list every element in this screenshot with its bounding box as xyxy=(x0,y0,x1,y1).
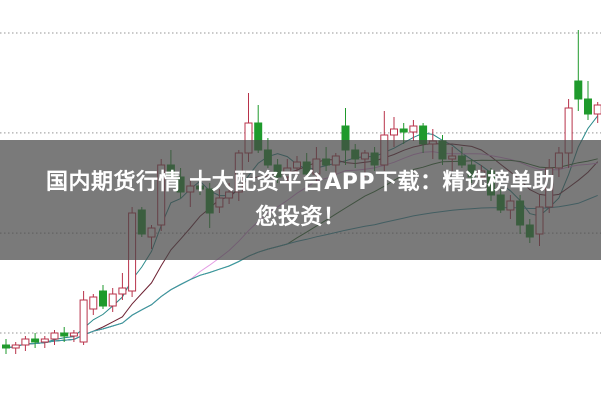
title-banner: 国内期货行情 十大配资平台APP下载：精选榜单助 您投资！ xyxy=(0,140,601,260)
candle xyxy=(69,330,78,342)
candle xyxy=(79,291,88,345)
title-line-1: 国内期货行情 十大配资平台APP下载：精选榜单助 xyxy=(46,170,555,195)
candle-body xyxy=(2,344,10,349)
candle-body xyxy=(50,332,59,340)
candle-body xyxy=(593,104,601,115)
candle-body xyxy=(79,299,88,343)
candle xyxy=(108,288,117,312)
candle-body xyxy=(99,290,107,307)
candle xyxy=(89,294,98,315)
candle-body xyxy=(31,338,40,343)
candle-body xyxy=(60,332,69,337)
candle xyxy=(409,120,418,141)
candle-body xyxy=(118,287,127,295)
candle xyxy=(593,102,601,123)
candle-body xyxy=(574,80,583,100)
candle-body xyxy=(21,338,30,346)
candle-body xyxy=(390,128,398,136)
candle-body xyxy=(409,125,418,133)
candle xyxy=(118,273,127,300)
candle xyxy=(574,30,583,111)
candle xyxy=(60,327,69,342)
candle-body xyxy=(89,296,98,310)
candle xyxy=(50,330,59,345)
candle xyxy=(2,339,10,354)
candle-body xyxy=(584,98,592,115)
candle-body xyxy=(69,332,78,337)
candle xyxy=(31,333,40,348)
candle xyxy=(11,342,20,354)
title-line-2: 您投资！ xyxy=(255,205,346,230)
candle xyxy=(40,336,49,348)
candle xyxy=(21,336,30,351)
candle xyxy=(99,285,107,309)
candle-body xyxy=(11,344,20,349)
candle xyxy=(584,81,592,120)
candle-body xyxy=(108,293,117,307)
candle-body xyxy=(40,338,49,343)
candle-body xyxy=(399,128,408,133)
